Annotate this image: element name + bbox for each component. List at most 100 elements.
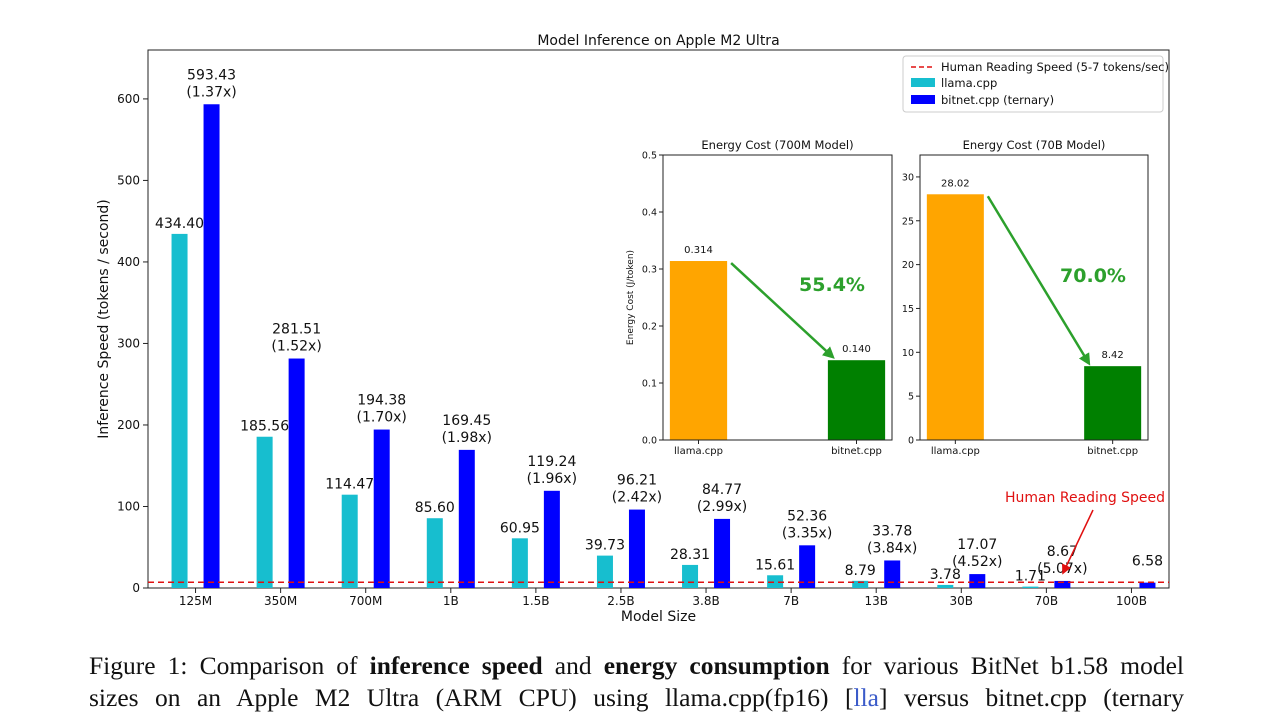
bar-llama-cpp: [426, 518, 443, 588]
bar-value-label-bitnet: 194.38: [357, 393, 406, 409]
bar-bitnet-cpp: [884, 560, 901, 588]
inset-y-tick-label: 15: [902, 304, 914, 315]
inset-bar-bitnet-cpp: [827, 360, 886, 440]
bar-value-label-llama: 8.79: [845, 563, 876, 579]
bar-value-label-bitnet: 33.78: [872, 523, 912, 539]
inset-reduction-arrow: [986, 195, 1091, 366]
inset-bar-value-label: 8.42: [1102, 350, 1124, 361]
bar-speedup-label: (1.96x): [527, 471, 577, 487]
bar-bitnet-cpp: [458, 449, 475, 588]
bar-speedup-label: (1.70x): [357, 410, 407, 426]
inset-bar-bitnet-cpp: [1084, 366, 1142, 440]
bar-bitnet-cpp: [373, 429, 390, 588]
bar-value-label-llama: 185.56: [240, 419, 289, 435]
inset-y-tick-label: 0.5: [642, 151, 657, 162]
x-tick-label: 125M: [179, 594, 212, 608]
bar-bitnet-cpp: [543, 490, 560, 588]
y-tick-label: 400: [117, 255, 140, 269]
bar-llama-cpp: [256, 436, 273, 588]
inset-x-tick-label: bitnet.cpp: [831, 446, 882, 457]
caption-text: and: [542, 651, 604, 680]
bar-bitnet-cpp: [1054, 580, 1071, 588]
inset-x-tick-label: llama.cpp: [674, 446, 723, 457]
inset-reduction-percentage: 70.0%: [1060, 265, 1126, 287]
bar-value-label-llama: 1.71: [1015, 569, 1046, 585]
bar-value-label-bitnet: 169.45: [442, 413, 491, 429]
x-tick-label: 3.8B: [692, 594, 719, 608]
bar-bitnet-cpp: [203, 104, 220, 588]
inset-bar-value-label: 28.02: [941, 178, 970, 189]
bar-value-label-llama: 434.40: [155, 216, 204, 232]
bar-value-label-bitnet: 17.07: [957, 537, 997, 553]
bar-speedup-label: (4.52x): [952, 554, 1002, 570]
inset-bar-llama-cpp: [669, 261, 728, 440]
bar-bitnet-cpp: [969, 574, 986, 588]
figure-caption: Figure 1: Comparison of inference speed …: [89, 650, 1184, 714]
x-tick-label: 350M: [264, 594, 297, 608]
bar-speedup-label: (2.99x): [697, 499, 747, 515]
bar-bitnet-cpp: [1139, 582, 1156, 588]
inset-y-tick-label: 0.1: [642, 379, 657, 390]
bar-llama-cpp: [511, 538, 528, 588]
x-tick-label: 700M: [349, 594, 382, 608]
caption-text: Figure 1: Comparison of: [89, 651, 370, 680]
caption-bold-energy: energy consumption: [603, 651, 830, 680]
y-tick-label: 500: [117, 173, 140, 187]
bar-speedup-label: (1.37x): [186, 84, 236, 100]
x-tick-label: 7B: [783, 594, 799, 608]
caption-text: sizes on an Apple M2 Ultra (ARM CPU) usi…: [89, 683, 854, 712]
x-tick-label: 2.5B: [607, 594, 634, 608]
y-tick-label: 600: [117, 92, 140, 106]
x-tick-label: 1.5B: [522, 594, 549, 608]
legend: Human Reading Speed (5-7 tokens/sec) llam…: [902, 55, 1169, 113]
bar-value-label-llama: 3.78: [930, 567, 961, 583]
bar-llama-cpp: [596, 555, 613, 588]
inset-y-tick-label: 20: [902, 260, 914, 271]
inset-bar-value-label: 0.140: [842, 344, 871, 355]
bar-llama-cpp: [682, 564, 699, 588]
human-reading-speed-annotation: Human Reading Speed: [1005, 490, 1165, 506]
bar-value-label-bitnet: 119.24: [527, 454, 576, 470]
bar-speedup-label: (5.07x): [1037, 561, 1087, 577]
caption-line-1: Figure 1: Comparison of inference speed …: [89, 650, 1184, 682]
bar-bitnet-cpp: [628, 509, 645, 588]
bar-llama-cpp: [937, 584, 954, 588]
caption-text: for various BitNet b1.58 model: [829, 651, 1184, 680]
caption-line-2: sizes on an Apple M2 Ultra (ARM CPU) usi…: [89, 682, 1184, 714]
caption-text: ] versus bitnet.cpp (ternary: [878, 683, 1184, 712]
main-chart-title: Model Inference on Apple M2 Ultra: [537, 33, 779, 49]
main-plot-frame: [147, 49, 1170, 589]
bar-llama-cpp: [171, 233, 188, 588]
bar-bitnet-cpp: [799, 545, 816, 588]
bar-llama-cpp: [852, 580, 869, 588]
bar-value-label-bitnet: 6.58: [1132, 554, 1163, 570]
inset-frame: [662, 154, 893, 441]
inset-y-tick-label: 0: [908, 436, 914, 447]
citation-link[interactable]: lla: [853, 683, 879, 712]
legend-swatch-llama: [911, 78, 935, 87]
y-tick-label: 300: [117, 336, 140, 350]
inset-y-axis-label: Energy Cost (J/token): [626, 250, 636, 345]
legend-label-reference: Human Reading Speed (5-7 tokens/sec): [941, 60, 1169, 74]
bar-value-label-bitnet: 84.77: [702, 482, 742, 498]
inset-y-tick-label: 25: [902, 216, 914, 227]
bar-value-label-bitnet: 593.43: [187, 67, 236, 83]
inset-reduction-arrow: [730, 262, 835, 359]
bar-value-label-llama: 114.47: [325, 477, 374, 493]
bar-value-label-llama: 28.31: [670, 547, 710, 563]
inset-y-tick-label: 5: [908, 392, 914, 403]
bar-value-label-llama: 60.95: [500, 520, 540, 536]
y-axis-label: Inference Speed (tokens / second): [96, 199, 112, 439]
bar-bitnet-cpp: [288, 358, 305, 588]
inset-y-tick-label: 0.2: [642, 322, 657, 333]
bar-llama-cpp: [341, 494, 358, 588]
inset-bar-llama-cpp: [926, 194, 984, 440]
bar-speedup-label: (2.42x): [612, 490, 662, 506]
bar-value-label-bitnet: 96.21: [617, 473, 657, 489]
y-tick-label: 200: [117, 418, 140, 432]
x-tick-label: 100B: [1116, 594, 1147, 608]
bar-llama-cpp: [767, 575, 784, 588]
inset-y-tick-label: 0.3: [642, 265, 657, 276]
bar-speedup-label: (3.84x): [867, 540, 917, 556]
